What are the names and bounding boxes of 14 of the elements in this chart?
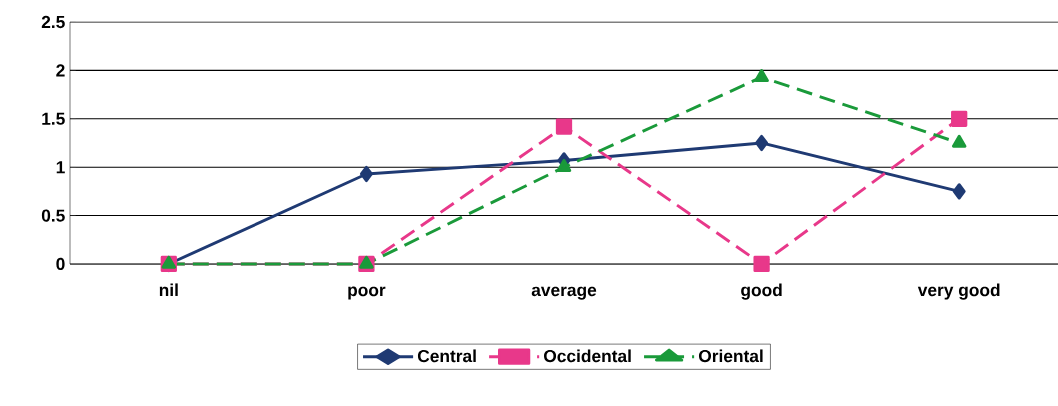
y-tick-label: 0.5	[41, 209, 65, 222]
y-tick-label: 2.5	[41, 15, 65, 29]
y-tick-label: 1	[56, 161, 65, 174]
x-tick-label: good	[741, 283, 782, 300]
x-tick-label: very good	[917, 283, 1000, 300]
x-tick-label: nil	[159, 283, 178, 296]
y-tick-label: 1.5	[42, 112, 65, 125]
legend-label: Occidental	[544, 349, 631, 363]
x-tick-label: average	[531, 286, 597, 300]
legend-label: Oriental	[698, 349, 763, 363]
y-tick-label: 0	[56, 257, 65, 271]
legend-label: Central	[417, 349, 476, 363]
y-tick-label: 2	[56, 64, 65, 77]
x-tick-label: poor	[348, 286, 386, 300]
